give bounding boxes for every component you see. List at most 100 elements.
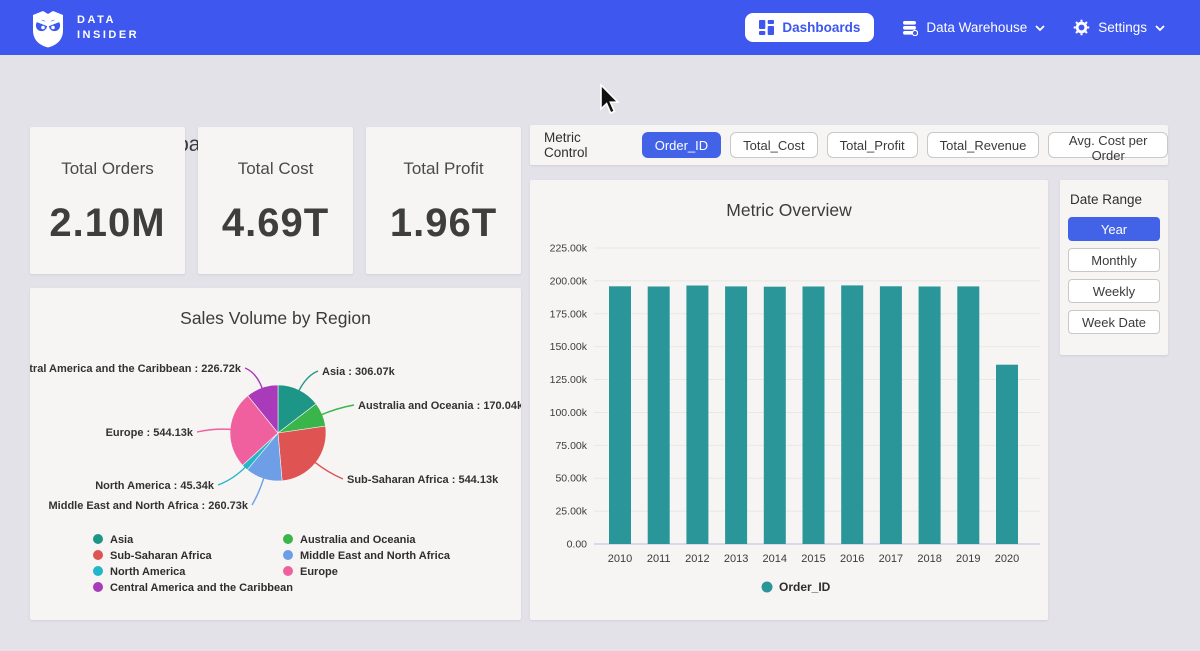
nav-actions: Dashboards Data Warehouse [745, 0, 1165, 55]
dashboards-label: Dashboards [782, 20, 861, 35]
bar-xtick-label: 2020 [995, 553, 1019, 565]
settings-menu[interactable]: Settings [1073, 19, 1165, 36]
dashboards-button[interactable]: Dashboards [745, 13, 875, 42]
kpi-value: 1.96T [389, 201, 498, 245]
bar-ytick-label: 0.00 [567, 539, 588, 551]
metric-option-total-revenue[interactable]: Total_Revenue [926, 132, 1040, 158]
bar-xtick-label: 2011 [647, 553, 671, 565]
pie-label-line [217, 465, 247, 486]
pie-label-line [320, 404, 355, 416]
date-range-panel: Date Range Year Monthly Weekly Week Date [1060, 180, 1168, 355]
brand-logo[interactable]: DATA INSIDER [30, 8, 139, 48]
metric-control-bar: Metric Control Order_ID Total_Cost Total_P… [530, 125, 1168, 165]
kpi-label: Total Profit [403, 159, 484, 178]
pie-chart-title: Sales Volume by Region [180, 308, 371, 328]
pie-legend-label[interactable]: Central America and the Caribbean [110, 582, 293, 594]
pie-slice-label: Europe : 544.13k [106, 427, 194, 439]
bar-xtick-label: 2017 [879, 553, 903, 565]
bar-2010[interactable] [609, 286, 631, 544]
bar-ytick-label: 125.00k [550, 374, 588, 386]
bar-ytick-label: 225.00k [550, 243, 588, 255]
pie-legend-label[interactable]: Asia [110, 534, 134, 546]
data-warehouse-menu[interactable]: Data Warehouse [902, 20, 1045, 36]
kpi-label: Total Orders [61, 159, 154, 178]
bar-2015[interactable] [802, 286, 825, 545]
pie-slice-label: North America : 45.34k [95, 480, 215, 492]
pie-slice-label: Central America and the Caribbean : 226.… [30, 363, 242, 375]
pie-legend-swatch [283, 550, 293, 560]
bar-ytick-label: 175.00k [550, 308, 588, 320]
bar-2019[interactable] [957, 286, 980, 544]
bar-xtick-label: 2010 [608, 553, 632, 565]
pie-label-line [196, 428, 233, 433]
kpi-card: Total Profit 1.96T [366, 127, 521, 274]
bar-2017[interactable] [879, 286, 902, 544]
kpi-label: Total Cost [237, 159, 314, 178]
pie-slice-label: Asia : 306.07k [322, 366, 396, 378]
bar-2013[interactable] [725, 286, 748, 544]
pie-legend-swatch [283, 534, 293, 544]
pie-chart-card: Sales Volume by Region Asia : 306.07k Aus… [30, 288, 521, 620]
bar-chart-title: Metric Overview [726, 200, 852, 220]
bar-ytick-label: 50.00k [555, 473, 587, 485]
bar-ytick-label: 150.00k [550, 341, 588, 353]
bar-2020[interactable] [996, 364, 1018, 544]
bar-2011[interactable] [647, 286, 670, 545]
date-range-option-year[interactable]: Year [1068, 217, 1160, 241]
bar-ytick-label: 75.00k [555, 440, 587, 452]
page-header: Sales Dashboard Add Filter Boost: Off [0, 55, 1200, 156]
data-warehouse-label: Data Warehouse [926, 20, 1028, 35]
pie-slice-2[interactable] [277, 425, 327, 482]
dashboard-grid-icon [759, 20, 775, 35]
bar-xtick-label: 2015 [801, 553, 825, 565]
bar-ytick-label: 100.00k [550, 407, 588, 419]
pie-legend-label[interactable]: North America [110, 566, 186, 578]
pie-legend-label[interactable]: Europe [300, 566, 338, 578]
date-range-option-monthly[interactable]: Monthly [1068, 248, 1160, 272]
database-icon [903, 20, 919, 36]
pie-legend-label[interactable]: Sub-Saharan Africa [110, 550, 213, 562]
chevron-down-icon [1035, 24, 1045, 31]
kpi-card: Total Cost 4.69T [198, 127, 353, 274]
bar-ytick-label: 200.00k [550, 275, 588, 287]
metric-control-label: Metric Control [544, 130, 588, 160]
pie-slice-label: Middle East and North Africa : 260.73k [49, 500, 249, 512]
bar-ytick-label: 25.00k [555, 506, 587, 518]
gear-icon [1073, 19, 1090, 36]
bar-2014[interactable] [763, 286, 786, 544]
bar-2012[interactable] [686, 285, 709, 545]
pie-legend-swatch [283, 566, 293, 576]
metric-option-total-cost[interactable]: Total_Cost [730, 132, 818, 158]
bar-2018[interactable] [918, 286, 941, 545]
brand-name: DATA INSIDER [77, 14, 140, 41]
metric-option-total-profit[interactable]: Total_Profit [826, 132, 918, 158]
pie-slice-label: Australia and Oceania : 170.04k [358, 400, 521, 412]
bar-chart[interactable]: 225.00k 200.00k 175.00k 150.00k 125.00k 100.0… [530, 180, 1048, 620]
pie-label-line [251, 476, 265, 506]
pie-chart[interactable]: Asia : 306.07k Australia and Oceania : 17… [30, 288, 521, 620]
pie-legend-label[interactable]: Australia and Oceania [300, 534, 416, 546]
pie-legend-swatch [93, 582, 103, 592]
date-range-option-weekly[interactable]: Weekly [1068, 279, 1160, 303]
bar-legend-label[interactable]: Order_ID [779, 580, 831, 594]
bar-2016[interactable] [841, 285, 864, 544]
metric-option-order-id[interactable]: Order_ID [641, 132, 722, 158]
pie-legend-label[interactable]: Middle East and North Africa [300, 550, 451, 562]
bar-xtick-label: 2013 [724, 553, 748, 565]
metric-control-buttons: Order_ID Total_Cost Total_Profit Total_Reve… [641, 132, 1168, 163]
bar-xtick-label: 2012 [685, 553, 709, 565]
bar-xtick-label: 2019 [956, 553, 980, 565]
bar-legend-swatch [761, 581, 773, 593]
metric-option-avg-cost-per-order[interactable]: Avg. Cost per Order [1048, 132, 1168, 163]
pie-legend-swatch [93, 566, 103, 576]
kpi-value: 2.10M [49, 201, 166, 245]
pie-label-line [313, 461, 344, 480]
pie-slice-label: Sub-Saharan Africa : 544.13k [347, 474, 499, 486]
chevron-down-icon [1155, 24, 1165, 31]
pie-label-line [297, 370, 319, 393]
date-range-option-week-date[interactable]: Week Date [1068, 310, 1160, 334]
owl-logo-icon [33, 11, 63, 48]
pie-legend-swatch [93, 534, 103, 544]
date-range-buttons: Year Monthly Weekly Week Date [1068, 217, 1160, 334]
